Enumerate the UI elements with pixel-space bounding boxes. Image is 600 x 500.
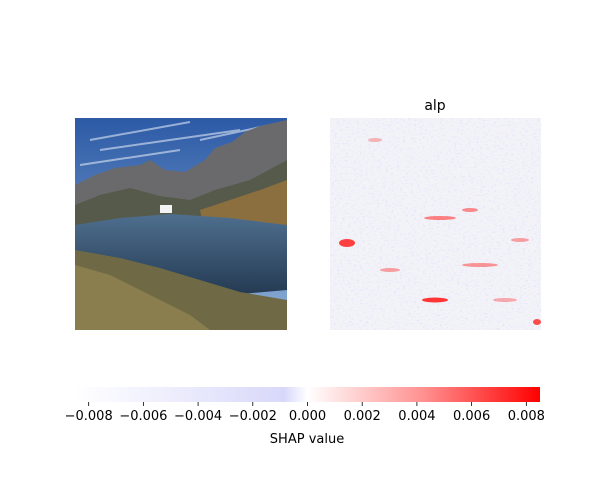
colorbar-tick-label: 0.008: [508, 409, 545, 424]
shap-heatmap: [330, 118, 541, 330]
colorbar-label: SHAP value: [270, 432, 344, 447]
colorbar-tick-label: 0.006: [453, 409, 490, 424]
colorbar-tick-label: −0.008: [65, 409, 113, 424]
colorbar: −0.008 −0.006 −0.004 −0.002 0.000 0.002 0.004 0…: [65, 387, 545, 447]
colorbar-tick-label: 0.004: [398, 409, 435, 424]
colorbar-ticks: −0.008 −0.006 −0.004 −0.002 0.000 0.002 0.004 0…: [65, 402, 545, 424]
colorbar-gradient: [75, 387, 540, 402]
colorbar-tick-label: −0.004: [174, 409, 222, 424]
original-image: [75, 118, 287, 330]
panel-title: alp: [424, 98, 445, 114]
colorbar-tick-label: −0.002: [229, 409, 277, 424]
colorbar-tick-label: 0.002: [344, 409, 381, 424]
colorbar-tick-label: −0.006: [119, 409, 167, 424]
colorbar-tick-label: 0.000: [289, 409, 326, 424]
positive-attribution-spots: [339, 138, 541, 325]
